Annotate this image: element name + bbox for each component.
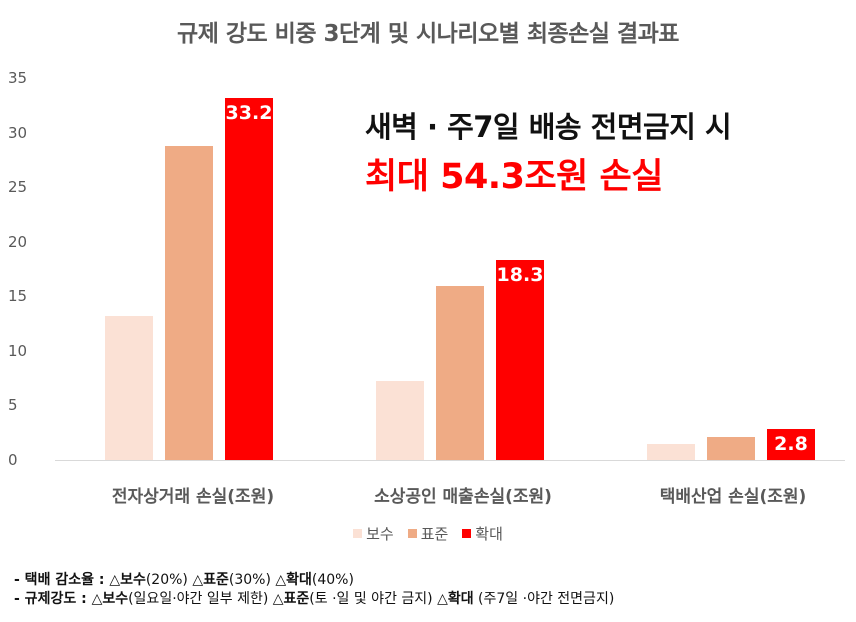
legend-swatch-icon	[462, 529, 472, 538]
legend-label: 표준	[420, 525, 449, 543]
legend-item: 확대	[462, 523, 503, 544]
data-label: 18.3	[496, 264, 544, 287]
legend-swatch-icon	[407, 529, 417, 538]
x-axis-category-label: 전자상거래 손실(조원)	[111, 487, 275, 507]
data-label: 2.8	[774, 433, 808, 456]
data-label: 33.2	[225, 101, 273, 124]
bar-표준	[436, 286, 484, 460]
x-axis-line	[55, 460, 845, 461]
legend-label: 확대	[475, 525, 503, 543]
chart-title: 규제 강도 비중 3단계 및 시나리오별 최종손실 결과표	[177, 21, 679, 47]
callout-line-1: 새벽 · 주7일 배송 전면금지 시	[365, 110, 732, 144]
y-axis-tick: 25	[8, 178, 28, 197]
bar-확대: 33.2	[225, 97, 273, 460]
legend-item: 표준	[407, 523, 449, 544]
footnote-line-1: - 택배 감소율 : △보수(20%) △표준(30%) △확대(40%)	[14, 572, 354, 588]
bar-표준	[707, 437, 755, 460]
y-axis-tick: 15	[8, 287, 28, 306]
legend-label: 보수	[366, 525, 394, 543]
y-axis-tick: 35	[8, 69, 28, 87]
bar-확대: 18.3	[496, 260, 544, 460]
y-axis-tick: 20	[8, 232, 28, 251]
bar-확대: 2.8	[767, 429, 815, 460]
bar-보수	[105, 315, 153, 460]
bar-보수	[376, 381, 424, 460]
footnotes: - 택배 감소율 : △보수(20%) △표준(30%) △확대(40%) - …	[14, 571, 614, 609]
y-axis-tick: 10	[8, 341, 28, 360]
x-axis-category-label: 택배산업 손실(조원)	[659, 487, 807, 507]
y-axis-tick: 0	[8, 451, 18, 469]
legend-swatch-icon	[353, 529, 363, 538]
footnote-line-2: - 규제강도 : △보수(일요일·야간 일부 제한) △표준(토 ·일 및 야간…	[14, 591, 615, 607]
callout-annotation: 새벽 · 주7일 배송 전면금지 시 최대 54.3조원 손실	[365, 104, 732, 199]
chart-legend: 보수 표준 확대	[0, 523, 856, 544]
bar-표준	[165, 145, 213, 460]
callout-line-2: 최대 54.3조원 손실	[365, 157, 663, 197]
y-axis-tick: 5	[8, 396, 18, 415]
bar-보수	[647, 443, 695, 460]
y-axis-tick: 30	[8, 123, 28, 142]
x-axis-category-label: 소상공인 매출손실(조원)	[374, 487, 552, 507]
legend-item: 보수	[353, 523, 394, 544]
